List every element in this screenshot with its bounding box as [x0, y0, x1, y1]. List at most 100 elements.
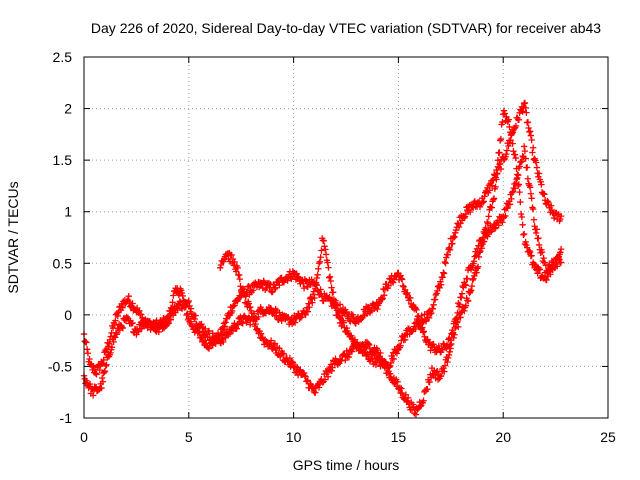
- data-point: [228, 251, 235, 259]
- data-point: [249, 287, 257, 294]
- data-point: [441, 258, 449, 266]
- data-point: [322, 246, 329, 253]
- data-point: [205, 344, 212, 352]
- data-point: [324, 373, 332, 380]
- data-point: [326, 274, 333, 281]
- data-point: [525, 124, 532, 132]
- data-point: [233, 325, 240, 332]
- data-point: [108, 344, 116, 351]
- data-point: [336, 301, 344, 308]
- data-point: [317, 286, 324, 293]
- data-point: [390, 355, 398, 363]
- y-tick-label: 2: [64, 101, 72, 117]
- data-point: [441, 362, 449, 369]
- data-point: [420, 397, 427, 404]
- data-point: [89, 392, 97, 399]
- data-point: [389, 279, 397, 286]
- data-point: [398, 276, 406, 283]
- data-point: [327, 277, 335, 285]
- data-point: [512, 122, 520, 130]
- data-point: [523, 244, 531, 251]
- data-point: [530, 216, 538, 223]
- data-point: [467, 288, 474, 295]
- data-point: [526, 247, 533, 255]
- data-point: [520, 230, 528, 238]
- data-point: [248, 309, 255, 317]
- data-point: [439, 274, 446, 281]
- data-point: [304, 377, 312, 384]
- data-point: [105, 340, 113, 348]
- data-point: [385, 282, 392, 289]
- data-point: [348, 335, 356, 342]
- data-point: [90, 363, 97, 370]
- data-point: [234, 320, 241, 328]
- data-point: [535, 170, 543, 177]
- data-point: [450, 334, 457, 342]
- data-point: [184, 299, 192, 306]
- data-point: [434, 368, 441, 375]
- data-point: [397, 272, 404, 279]
- data-point: [476, 203, 484, 211]
- data-point: [239, 320, 246, 327]
- data-point: [181, 304, 188, 311]
- data-point: [312, 285, 319, 292]
- data-point: [400, 283, 407, 290]
- data-point: [187, 305, 195, 312]
- data-point: [418, 312, 425, 319]
- data-point: [245, 300, 253, 307]
- data-point: [420, 328, 428, 335]
- data-point: [302, 373, 309, 380]
- data-point: [231, 258, 238, 266]
- data-point: [367, 308, 374, 315]
- data-point: [480, 198, 487, 205]
- data-point: [557, 215, 564, 223]
- data-point: [557, 249, 564, 256]
- y-tick-label: -1: [60, 410, 73, 426]
- data-point: [462, 302, 470, 309]
- data-point: [508, 195, 515, 203]
- data-point: [437, 278, 444, 285]
- data-point: [378, 296, 386, 303]
- data-point: [102, 362, 109, 370]
- data-point: [526, 128, 533, 136]
- data-point: [504, 204, 511, 212]
- data-point: [366, 341, 373, 349]
- data-point: [481, 193, 488, 200]
- data-point: [488, 182, 496, 189]
- data-point: [380, 291, 388, 299]
- data-point: [521, 99, 529, 107]
- data-point: [514, 182, 522, 190]
- data-point: [348, 348, 356, 355]
- data-point: [509, 140, 516, 147]
- data-point: [524, 118, 532, 126]
- data-point: [449, 330, 457, 337]
- data-point: [467, 208, 474, 216]
- data-point: [222, 334, 229, 341]
- y-tick-label: 0: [64, 307, 72, 323]
- plot-frame: [83, 56, 609, 419]
- data-point: [114, 312, 121, 320]
- data-point: [312, 279, 320, 286]
- data-point: [517, 198, 524, 206]
- data-point: [538, 181, 545, 188]
- data-point: [305, 300, 312, 307]
- data-point: [278, 317, 285, 325]
- data-point: [404, 289, 411, 297]
- data-point: [508, 130, 516, 137]
- data-point: [397, 342, 404, 350]
- data-point: [321, 376, 329, 383]
- data-point: [557, 212, 565, 220]
- data-point: [441, 368, 448, 375]
- data-point: [217, 261, 225, 269]
- data-point: [306, 304, 313, 311]
- data-point: [179, 292, 186, 300]
- data-point: [428, 309, 435, 317]
- data-point: [484, 220, 492, 227]
- data-point: [263, 284, 270, 292]
- y-tick-label: 2.5: [53, 49, 73, 65]
- data-point: [557, 259, 565, 266]
- data-point: [455, 323, 462, 331]
- data-point: [437, 281, 445, 288]
- data-point: [515, 181, 523, 188]
- data-point: [494, 157, 502, 164]
